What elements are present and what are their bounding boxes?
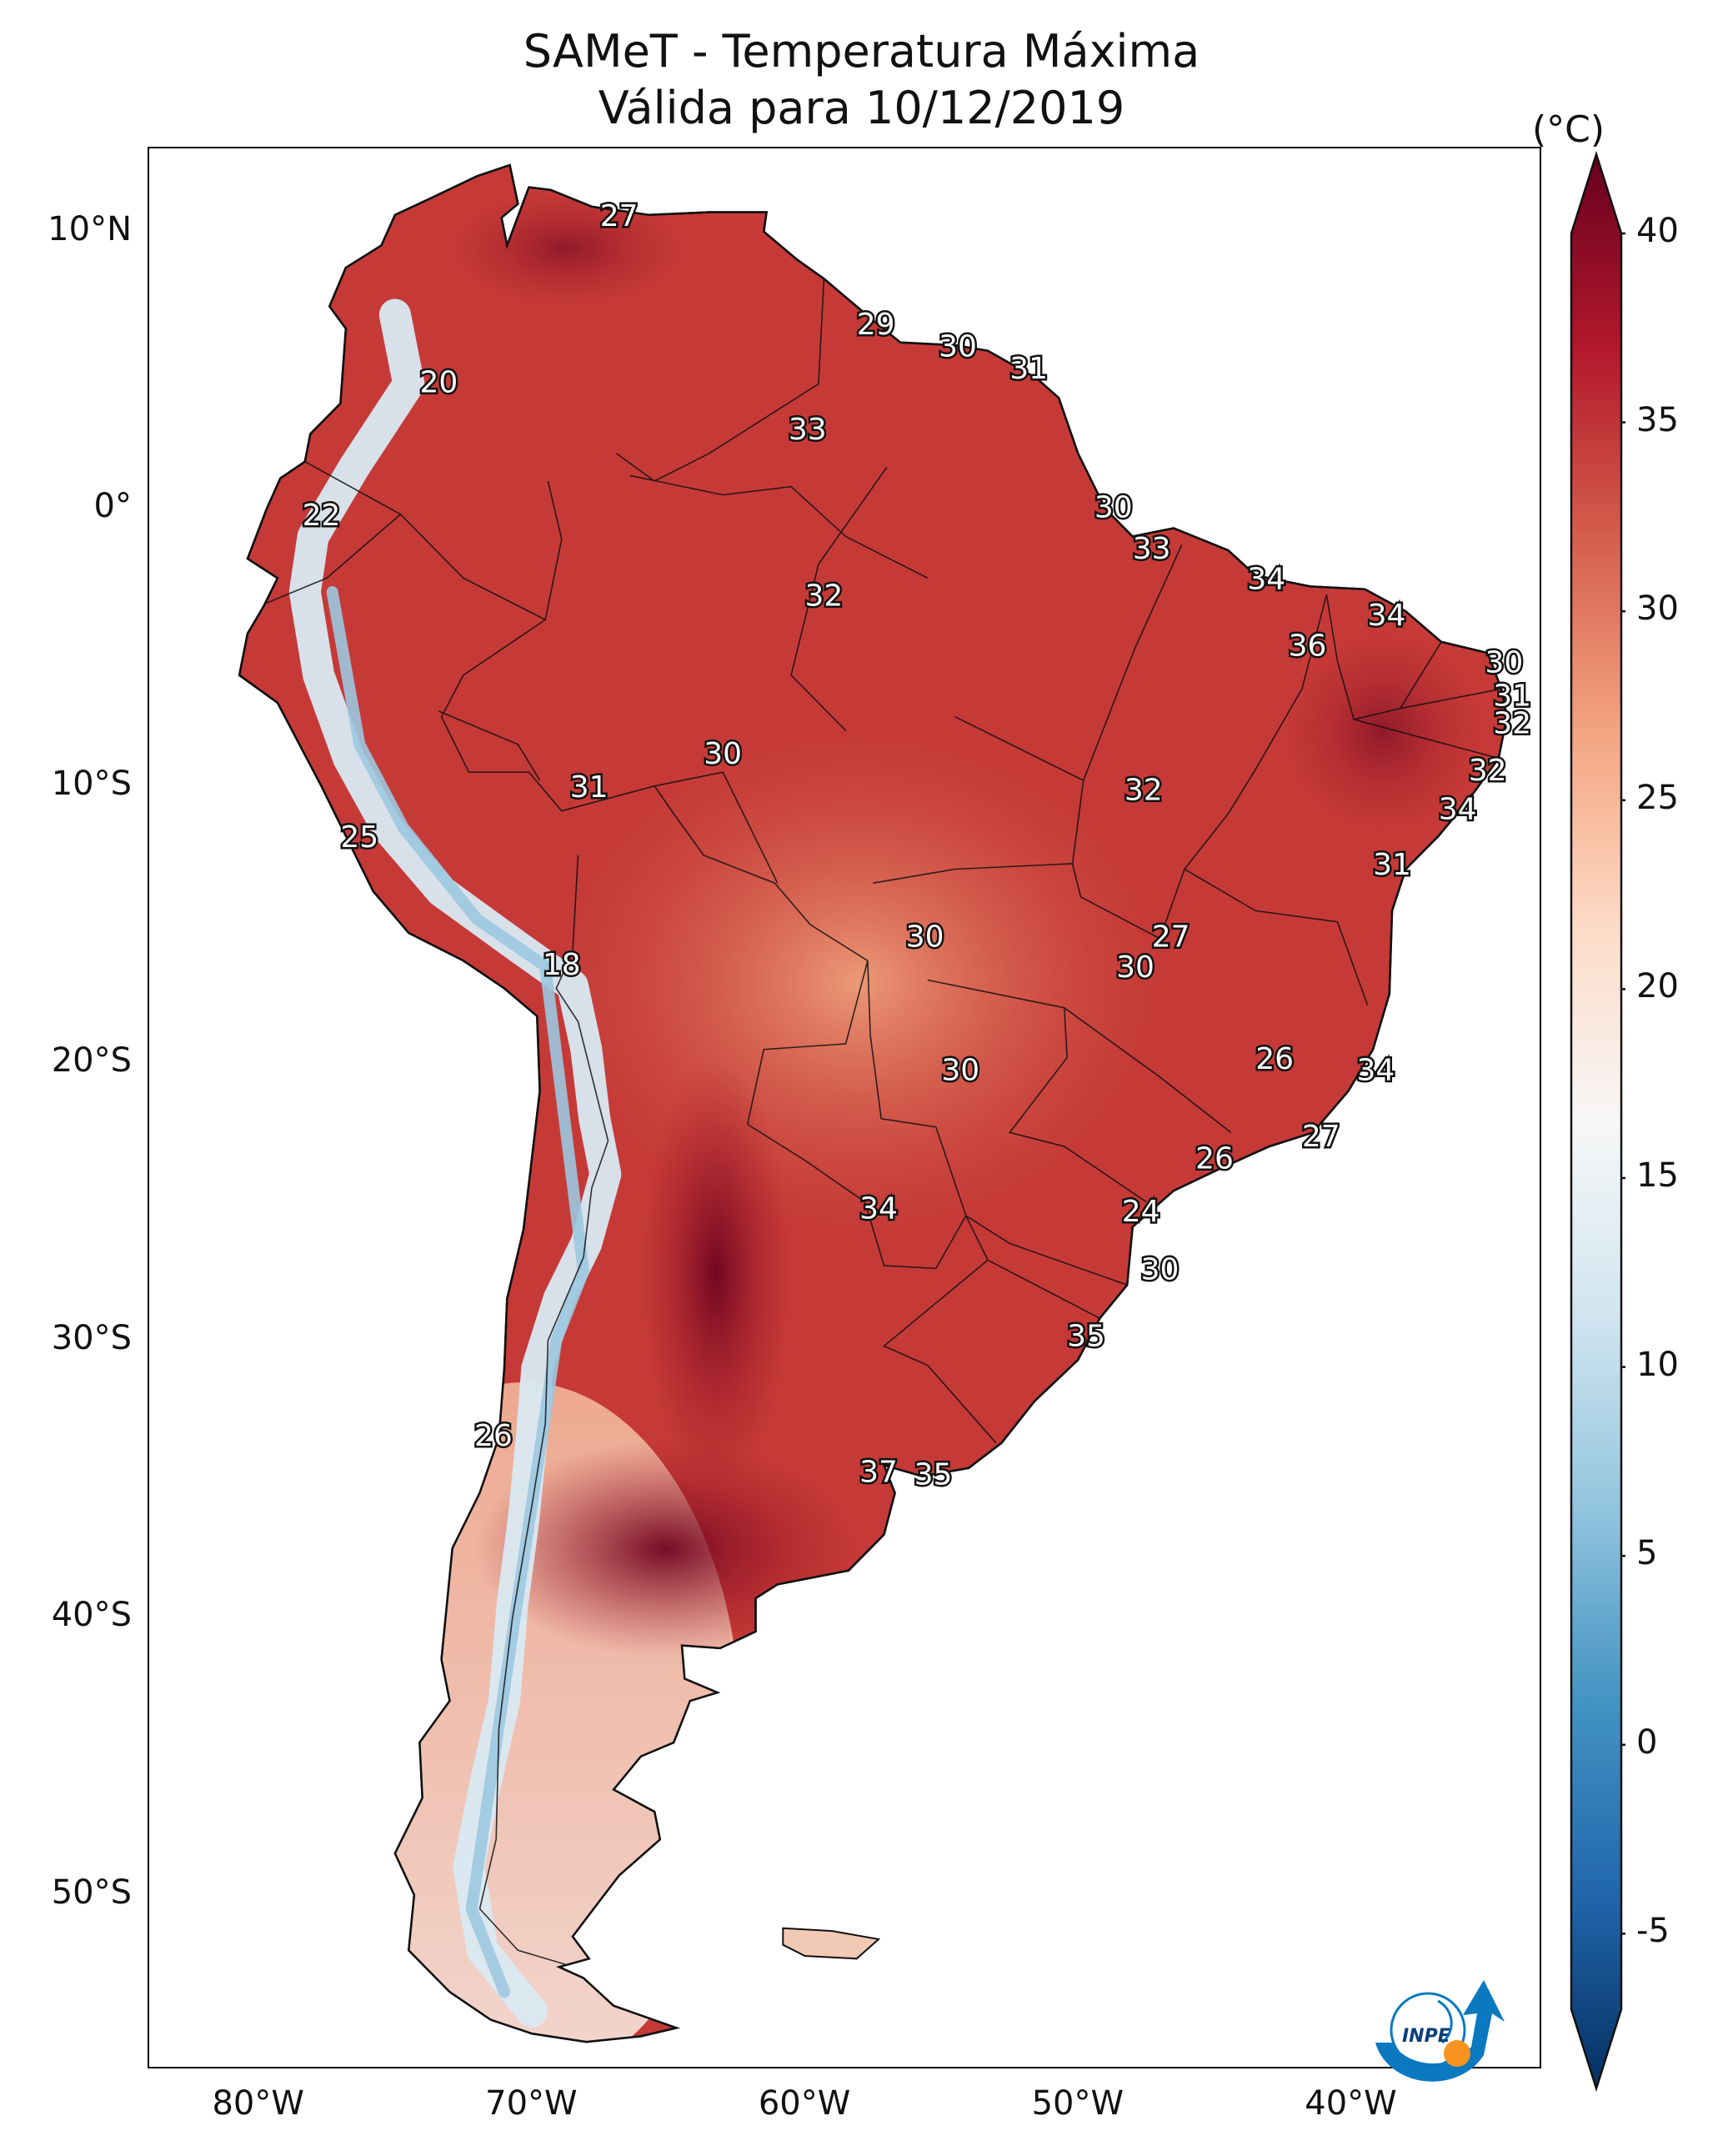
- map-title: SAMeT - Temperatura Máxima: [523, 25, 1200, 78]
- longitude-label: 70°W: [485, 2084, 578, 2123]
- map-frame[interactable]: 27 29 30 31 20 33 22 30 33 34 32 34 36 30 31 32 30 32 31 32…: [148, 147, 1541, 2068]
- longitude-label: 50°W: [1031, 2084, 1124, 2123]
- south-america-landmass: [238, 163, 1508, 2043]
- latitude-label: 10°N: [48, 209, 132, 248]
- latitude-label: 20°S: [51, 1041, 132, 1081]
- temperature-label: 32: [1124, 773, 1163, 807]
- temperature-label: 27: [1152, 920, 1190, 955]
- longitude-label: 80°W: [212, 2084, 304, 2123]
- colorbar-unit: (°C): [1532, 108, 1605, 151]
- map-subtitle: Válida para 10/12/2019: [598, 82, 1125, 134]
- temperature-label: 31: [1009, 352, 1048, 386]
- temperature-label: 26: [474, 1419, 513, 1453]
- latitude-label: 10°S: [51, 764, 132, 803]
- temperature-label: 32: [804, 579, 843, 614]
- colorbar-tick-label: 30: [1636, 589, 1679, 629]
- logo-swoosh: [1375, 1980, 1505, 2082]
- temperature-label: 37: [859, 1455, 898, 1489]
- logo-dot: [1444, 2040, 1470, 2067]
- colorbar-tick-label: 15: [1636, 1156, 1679, 1195]
- temperature-label: 30: [941, 1053, 979, 1087]
- temperature-label: 34: [1368, 599, 1406, 633]
- latitude-label: 0°: [93, 487, 132, 526]
- temperature-label: 33: [1133, 532, 1171, 566]
- temperature-label: 30: [1141, 1253, 1180, 1287]
- temperature-label: 30: [906, 920, 944, 955]
- svg-text:INPE: INPE: [1402, 2026, 1450, 2047]
- longitude-label: 60°W: [758, 2084, 851, 2123]
- falkland-islands: [782, 1927, 881, 1960]
- temperature-label: 34: [1356, 1053, 1395, 1087]
- latitude-label: 50°S: [51, 1873, 132, 1912]
- colorbar-tick-label: 35: [1636, 400, 1679, 439]
- colorbar-tick-label: 10: [1636, 1345, 1679, 1384]
- temperature-label: 26: [1195, 1142, 1234, 1176]
- longitude-label: 40°W: [1305, 2084, 1397, 2123]
- temperature-label: 24: [1122, 1195, 1160, 1229]
- temperature-label: 30: [939, 329, 977, 364]
- temperature-label: 27: [600, 199, 639, 233]
- temperature-label: 34: [859, 1192, 898, 1226]
- temperature-label: 20: [419, 366, 458, 400]
- temperature-label: 35: [914, 1458, 953, 1492]
- colorbar-bar: [1570, 150, 1623, 2093]
- temperature-label: 30: [1116, 950, 1155, 985]
- temperature-label: 32: [1493, 707, 1531, 741]
- temperature-label: 35: [1067, 1320, 1105, 1354]
- temperature-label: 34: [1439, 793, 1477, 827]
- temperature-label: 33: [789, 413, 827, 447]
- temperature-label: 25: [340, 820, 378, 855]
- colorbar-tick-label: 20: [1636, 967, 1679, 1006]
- temperature-label: 29: [857, 308, 895, 342]
- inpe-logo: INPE: [1359, 1963, 1509, 2097]
- colorbar-tick-label: 40: [1636, 212, 1679, 250]
- temperature-label: 18: [543, 948, 581, 982]
- temperature-label: 31: [570, 770, 609, 805]
- colorbar-tick-label: 0: [1636, 1722, 1658, 1762]
- latitude-label: 30°S: [51, 1318, 132, 1357]
- temperature-label: 30: [1094, 490, 1133, 524]
- temperature-label: 30: [704, 737, 742, 771]
- temperature-label: 22: [303, 499, 341, 533]
- temperature-label: 32: [1469, 754, 1507, 788]
- temperature-label: 26: [1255, 1042, 1294, 1076]
- state-borders: [266, 278, 1502, 1971]
- colorbar-tick-label: 25: [1636, 778, 1679, 817]
- temperature-label: 36: [1289, 629, 1327, 664]
- temperature-label: 31: [1373, 848, 1411, 882]
- colorbar: [1570, 150, 1625, 2093]
- temperature-label: 31: [1493, 679, 1531, 713]
- temperature-label: 34: [1247, 563, 1285, 597]
- colorbar-tick-label: -5: [1636, 1912, 1670, 1951]
- temperature-label: 30: [1485, 646, 1523, 680]
- temperature-label: 27: [1302, 1120, 1340, 1154]
- colorbar-tick-label: 5: [1636, 1534, 1658, 1573]
- latitude-label: 40°S: [51, 1596, 132, 1635]
